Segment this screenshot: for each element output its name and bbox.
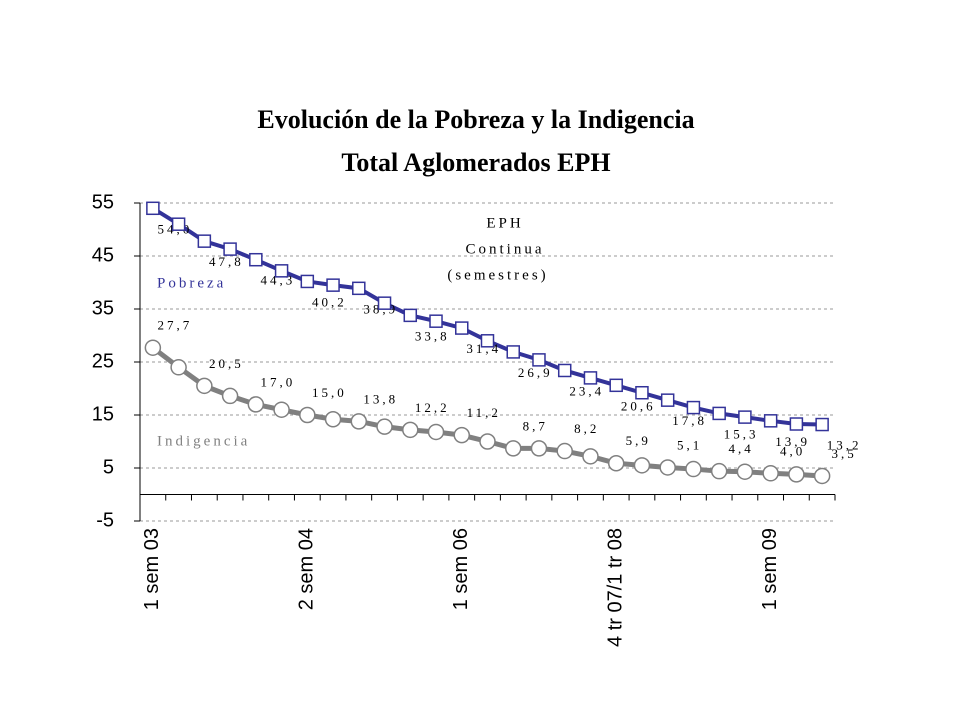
point-marker	[170, 359, 187, 376]
data-label: 40,2	[312, 294, 347, 309]
point-marker	[221, 387, 239, 405]
data-label: 26,9	[518, 365, 553, 380]
y-tick-label: 45	[92, 244, 114, 266]
point-marker	[607, 454, 625, 472]
point-marker	[453, 426, 471, 444]
chart-title: Evolución de la Pobreza y la Indigencia	[257, 105, 694, 134]
data-label: 20,6	[621, 398, 656, 413]
point-marker	[556, 442, 573, 460]
y-tick-label: 5	[103, 456, 114, 478]
point-marker	[506, 345, 520, 359]
point-marker	[557, 363, 572, 378]
data-label: 23,4	[569, 383, 604, 398]
point-marker	[273, 401, 290, 418]
point-marker	[763, 414, 778, 428]
point-marker	[789, 417, 804, 431]
point-marker	[197, 234, 212, 248]
point-marker	[455, 321, 469, 335]
data-label: 15,0	[312, 385, 347, 400]
x-tick-label: 4 tr 07/1 tr 08	[604, 528, 626, 647]
chart-subtitle: Total Aglomerados EPH	[341, 148, 610, 177]
point-marker	[427, 423, 445, 441]
point-marker	[712, 406, 726, 421]
x-tick-label: 1 sem 09	[759, 528, 781, 610]
point-marker	[350, 413, 368, 430]
point-marker	[788, 466, 805, 483]
annotation: EPH	[486, 215, 523, 231]
point-marker	[736, 463, 754, 480]
annotation: Continua	[466, 241, 545, 257]
point-marker	[402, 421, 419, 439]
data-label: 15,3	[724, 426, 759, 441]
point-marker	[815, 417, 829, 432]
point-marker	[171, 217, 186, 231]
point-marker	[403, 308, 418, 323]
point-marker	[813, 467, 831, 485]
annotation: (semestres)	[447, 267, 548, 283]
point-marker	[582, 448, 599, 465]
data-label: 47,8	[209, 254, 244, 269]
data-label: 11,2	[467, 405, 501, 420]
point-marker	[247, 396, 265, 413]
point-marker	[633, 457, 651, 474]
y-tick-label: 55	[92, 191, 114, 213]
point-marker	[326, 278, 340, 292]
point-marker	[530, 440, 548, 457]
point-marker	[686, 400, 701, 415]
point-marker	[196, 377, 213, 395]
data-label: 12,2	[415, 400, 450, 415]
data-label: 8,2	[574, 421, 599, 436]
series-label: Pobreza	[157, 275, 226, 291]
point-marker	[299, 406, 316, 424]
data-label: 4,4	[729, 441, 754, 456]
point-marker	[377, 296, 392, 310]
y-tick-label: -5	[96, 509, 114, 531]
series-label: Indigencia	[157, 433, 250, 449]
x-tick-label: 1 sem 03	[141, 528, 163, 610]
data-label: 27,7	[157, 318, 192, 333]
data-label: 20,5	[209, 356, 244, 371]
point-marker	[762, 465, 779, 482]
point-marker	[532, 353, 546, 367]
data-label: 3,5	[832, 446, 857, 461]
y-tick-label: 35	[92, 297, 114, 319]
point-marker	[583, 371, 598, 385]
x-tick-label: 1 sem 06	[450, 528, 472, 610]
data-label: 8,7	[523, 418, 548, 433]
point-marker	[300, 274, 315, 289]
data-label: 5,9	[626, 433, 651, 448]
x-tick-label: 2 sem 04	[296, 528, 318, 610]
point-marker	[223, 242, 237, 256]
data-label: 33,8	[415, 328, 450, 343]
point-marker	[249, 252, 263, 267]
point-marker	[685, 460, 702, 478]
point-marker	[324, 410, 342, 428]
data-label: 17,8	[672, 413, 707, 428]
point-marker	[479, 433, 496, 450]
point-marker	[480, 334, 495, 348]
point-marker	[144, 339, 162, 356]
point-marker	[659, 459, 676, 476]
y-tick-label: 15	[92, 403, 114, 425]
point-marker	[635, 385, 649, 400]
point-marker	[274, 264, 289, 278]
data-label: 5,1	[677, 437, 702, 452]
data-label: 13,2	[827, 438, 862, 453]
point-marker	[352, 281, 366, 296]
point-marker	[146, 201, 160, 216]
data-label: 13,9	[775, 434, 810, 449]
point-marker	[660, 393, 675, 407]
point-marker	[376, 418, 393, 435]
data-label: 4,0	[780, 443, 805, 458]
point-marker	[738, 410, 752, 424]
y-tick-label: 25	[92, 350, 114, 372]
point-marker	[609, 378, 623, 393]
data-label: 13,8	[363, 391, 398, 406]
point-marker	[504, 440, 522, 457]
point-marker	[710, 462, 728, 480]
data-label: 17,0	[260, 374, 295, 389]
point-marker	[429, 314, 443, 328]
